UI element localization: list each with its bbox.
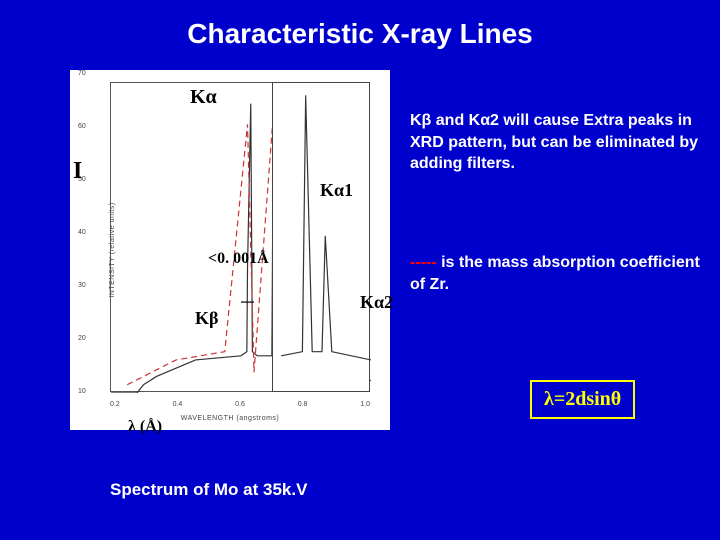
bragg-equation: λ=2dsinθ <box>530 380 635 419</box>
inset-panel <box>272 82 370 392</box>
inset-svg <box>273 83 371 393</box>
x-axis-ticks: 0.20.40.60.81.0 <box>110 401 370 408</box>
x-axis-title: WAVELENGTH (angstroms) <box>70 415 390 422</box>
label-k-alpha-1: Kα1 <box>320 180 353 201</box>
chart-caption: Spectrum of Mo at 35k.V <box>110 480 307 500</box>
info-text-1: Kβ and Kα2 will cause Extra peaks in XRD… <box>410 110 700 175</box>
info-text-2: ----- is the mass absorption coefficient… <box>410 252 700 295</box>
label-k-alpha: Kα <box>190 86 217 109</box>
label-lambda-axis: λ (Å) <box>128 418 162 436</box>
y-axis-ticks: 70605040302010 <box>78 70 86 395</box>
dashes: ----- <box>410 254 437 271</box>
info-text-2-body: is the mass absorption coefficient of Zr… <box>410 254 700 293</box>
label-k-beta: Kβ <box>195 308 218 329</box>
page-title: Characteristic X-ray Lines <box>0 0 720 50</box>
label-k-alpha-2: Kα2 <box>360 292 393 313</box>
label-intensity-I: I <box>73 158 82 185</box>
label-gap: <0. 001Å <box>208 250 269 268</box>
